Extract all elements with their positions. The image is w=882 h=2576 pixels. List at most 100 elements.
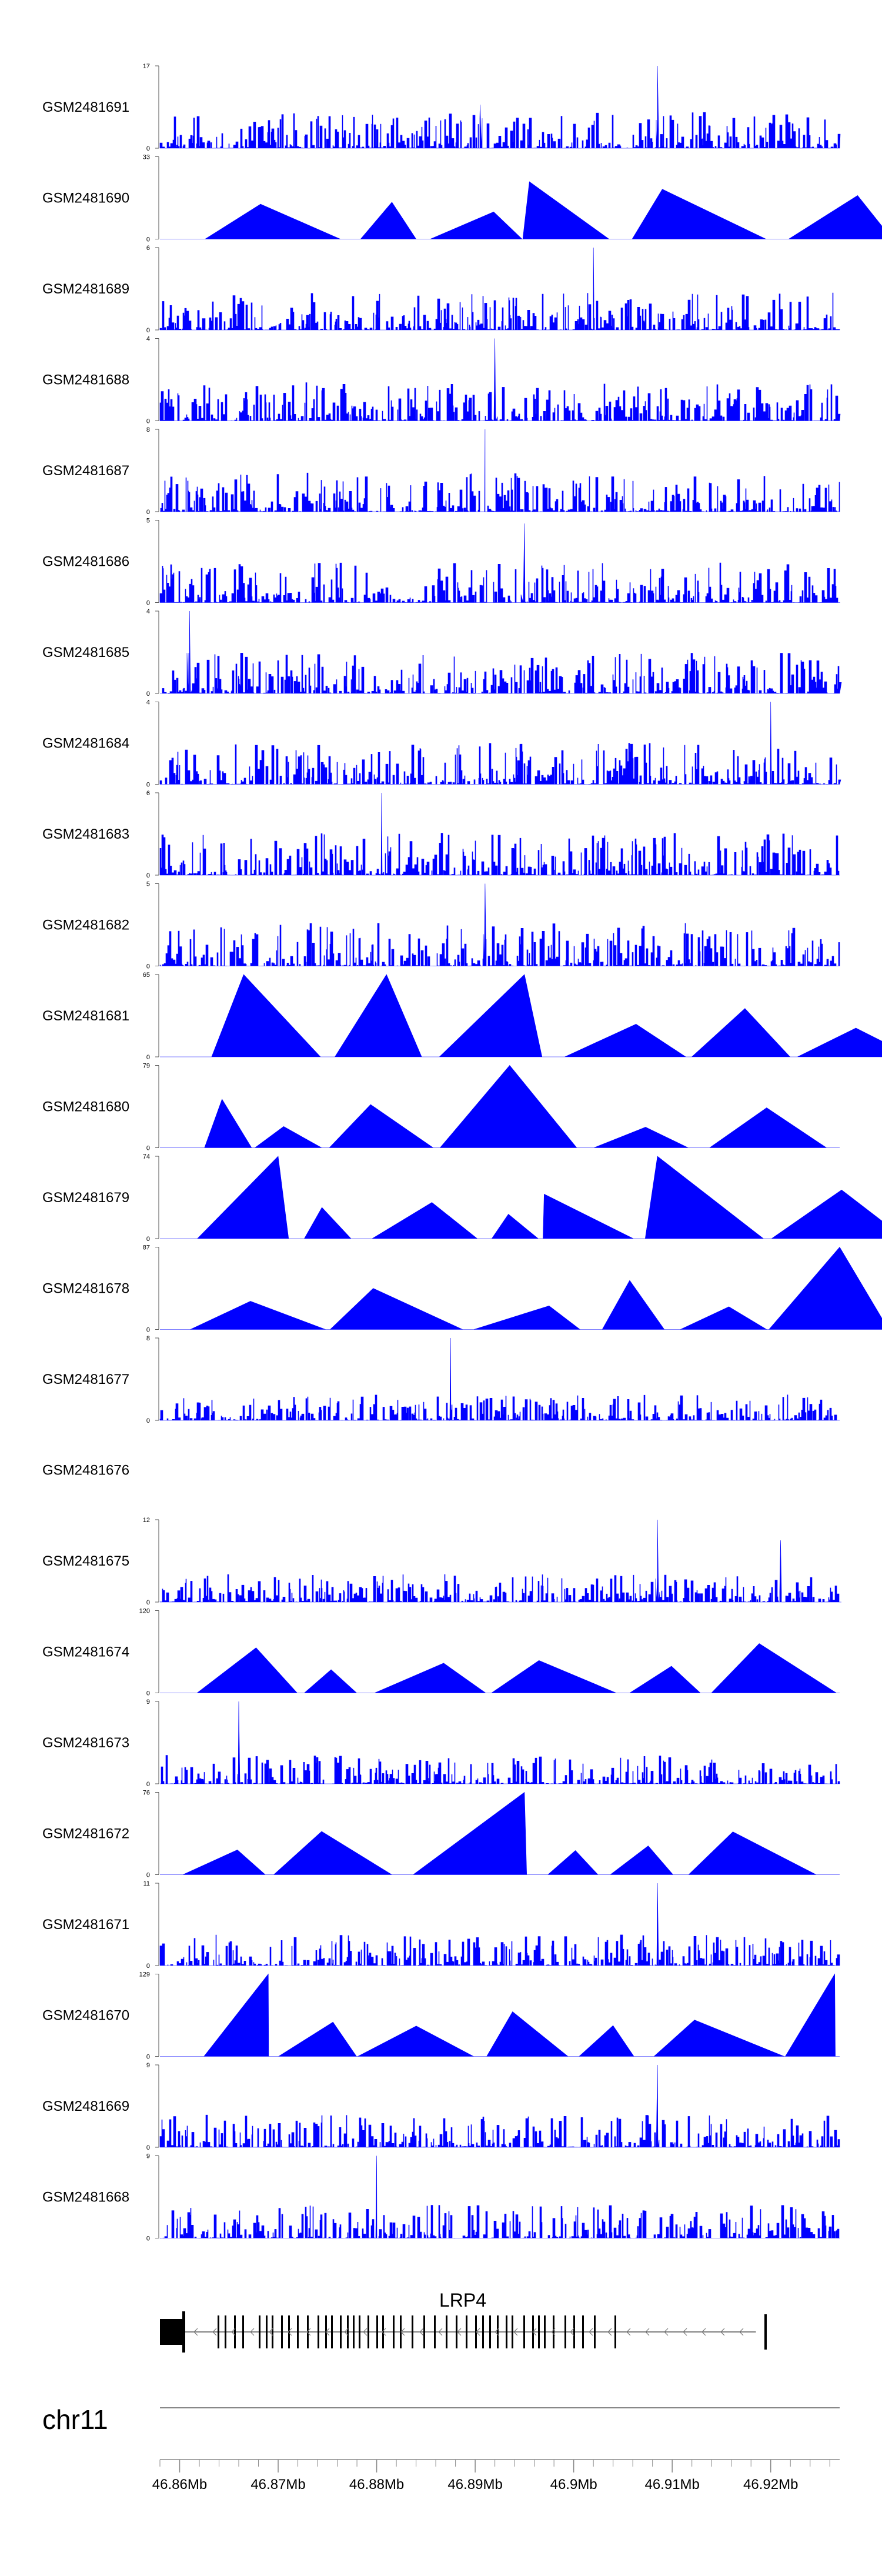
x-tick-label: 46.87Mb: [250, 2477, 305, 2492]
strand-arrow: [363, 2328, 368, 2336]
coverage-area: [160, 974, 882, 1057]
strand-arrow: [231, 2328, 236, 2336]
y-zero-label: 0: [146, 1781, 150, 1788]
y-max-label: 74: [143, 1153, 150, 1160]
gene-model: LRP4: [160, 2290, 767, 2353]
y-max-label: 79: [143, 1063, 150, 1070]
y-max-label: 6: [146, 245, 150, 252]
coverage-area: [160, 429, 840, 512]
gene-exon: [218, 2315, 219, 2348]
y-max-label: 8: [146, 1335, 150, 1342]
gene-exon: [582, 2315, 584, 2348]
track-label: GSM2481680: [42, 1099, 129, 1115]
gene-exon: [382, 2315, 384, 2348]
gene-exon: [466, 2315, 467, 2348]
strand-arrow: [551, 2328, 556, 2336]
strand-arrow: [438, 2328, 443, 2336]
track-label: GSM2481685: [42, 645, 129, 660]
x-tick-label: 46.89Mb: [447, 2477, 502, 2492]
track-label: GSM2481670: [42, 2008, 129, 2024]
y-max-label: 6: [146, 790, 150, 797]
track-label: GSM2481674: [42, 1644, 129, 1660]
y-zero-label: 0: [146, 1599, 150, 1606]
gene-exon: [564, 2315, 566, 2348]
y-max-label: 120: [139, 1608, 150, 1615]
y-max-label: 9: [146, 2062, 150, 2069]
y-zero-label: 0: [146, 145, 150, 152]
chromosome-label: chr11: [42, 2404, 108, 2435]
coverage-area: [159, 1337, 840, 1421]
y-zero-label: 0: [146, 2235, 150, 2243]
strand-arrow: [269, 2328, 273, 2336]
track-label: GSM2481690: [42, 191, 129, 206]
y-max-label: 9: [146, 1699, 150, 1706]
y-zero-label: 0: [146, 1963, 150, 1970]
y-zero-label: 0: [146, 1872, 150, 1879]
x-tick-label: 46.86Mb: [152, 2477, 207, 2492]
gene-exon: [307, 2315, 309, 2348]
coverage-area: [160, 1246, 882, 1330]
y-max-label: 5: [146, 518, 150, 525]
track-GSM2481685: GSM2481685 4 0: [42, 608, 842, 698]
gene-exon: [340, 2315, 342, 2348]
strand-arrow: [513, 2328, 518, 2336]
track-GSM2481677: GSM2481677 8 0: [42, 1335, 840, 1424]
coverage-area: [160, 1973, 840, 2057]
coverage-area: [160, 1791, 840, 1875]
track-label: GSM2481677: [42, 1372, 129, 1387]
y-max-label: 5: [146, 881, 150, 888]
coverage-area: [159, 2155, 840, 2238]
strand-arrow: [419, 2328, 424, 2336]
y-zero-label: 0: [146, 872, 150, 879]
track-label: GSM2481688: [42, 372, 129, 388]
track-GSM2481674: GSM2481674 120 0: [42, 1608, 840, 1697]
y-zero-label: 0: [146, 782, 150, 789]
x-tick-label: 46.92Mb: [743, 2477, 798, 2492]
y-max-label: 11: [143, 1880, 150, 1887]
track-GSM2481682: GSM2481682 5 0: [42, 881, 840, 970]
gene-exon: [393, 2315, 395, 2348]
strand-arrow: [683, 2328, 687, 2336]
gene-exon: [512, 2315, 513, 2348]
track-GSM2481670: GSM2481670 129 0: [42, 1971, 840, 2061]
gene-exon: [573, 2315, 575, 2348]
track-label: GSM2481671: [42, 1917, 129, 1933]
strand-arrow: [739, 2328, 744, 2336]
gene-exon: [266, 2315, 268, 2348]
track-GSM2481689: GSM2481689 6 0: [42, 245, 840, 334]
track-label: GSM2481679: [42, 1190, 129, 1206]
y-zero-label: 0: [146, 600, 150, 607]
coverage-area: [159, 338, 841, 422]
coverage-area: [159, 702, 841, 785]
gene-exon: [297, 2315, 299, 2348]
coverage-area: [160, 181, 882, 239]
track-GSM2481690: GSM2481690 33 0: [42, 154, 882, 243]
track-label: GSM2481691: [42, 99, 129, 115]
strand-arrow: [701, 2328, 706, 2336]
track-label: GSM2481683: [42, 826, 129, 842]
y-max-label: 17: [143, 63, 150, 70]
coverage-area: [160, 1701, 840, 1784]
y-max-label: 129: [139, 1971, 150, 1978]
gene-utr-block: [160, 2319, 183, 2345]
gene-exon: [331, 2315, 333, 2348]
y-max-label: 65: [143, 972, 150, 979]
y-max-label: 8: [146, 426, 150, 433]
strand-arrow: [306, 2328, 311, 2336]
coverage-area: [159, 65, 841, 149]
coverage-area: [159, 247, 840, 331]
gene-exon: [594, 2315, 596, 2348]
track-label: GSM2481675: [42, 1553, 129, 1569]
track-GSM2481687: GSM2481687 8 0: [42, 426, 840, 516]
y-zero-label: 0: [146, 1236, 150, 1243]
y-max-label: 33: [143, 154, 150, 161]
gene-exon: [272, 2315, 273, 2348]
track-GSM2481672: GSM2481672 76 0: [42, 1790, 840, 1879]
coverage-area: [159, 792, 840, 876]
y-zero-label: 0: [146, 1327, 150, 1334]
y-zero-label: 0: [146, 690, 150, 698]
track-GSM2481679: GSM2481679 74 0: [42, 1153, 882, 1243]
track-GSM2481675: GSM2481675 12 0: [42, 1517, 841, 1606]
gene-exon: [318, 2315, 319, 2348]
